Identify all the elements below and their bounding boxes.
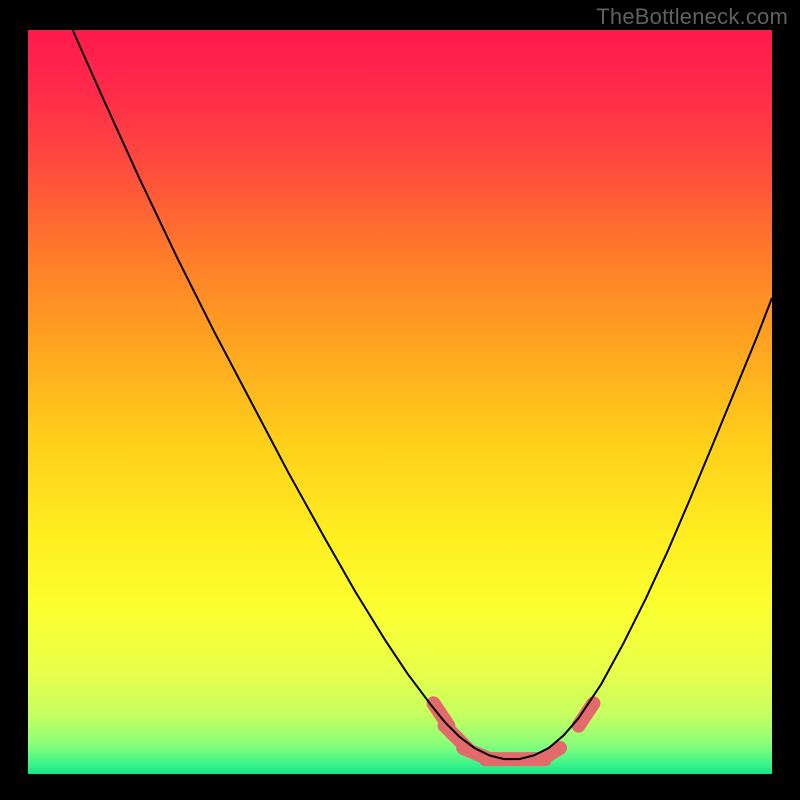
bottleneck-curve-chart: [28, 30, 772, 774]
watermark-text: TheBottleneck.com: [596, 4, 788, 30]
chart-frame: TheBottleneck.com: [0, 0, 800, 800]
